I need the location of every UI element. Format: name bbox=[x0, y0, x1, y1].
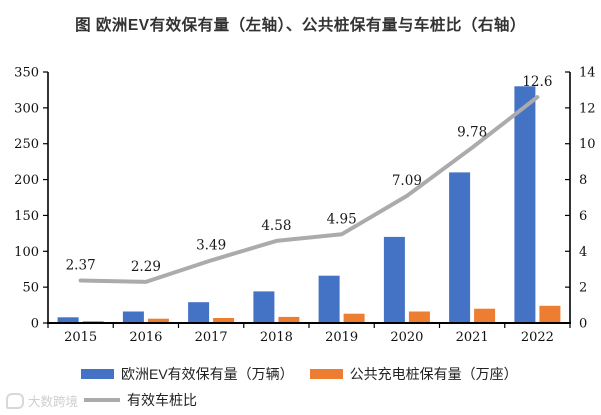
legend-label-ev: 欧洲EV有效保有量（万辆） bbox=[121, 366, 294, 382]
legend-swatch-ev-bar bbox=[81, 369, 114, 379]
svg-text:150: 150 bbox=[14, 209, 39, 224]
watermark-text: 大数跨境 bbox=[28, 395, 79, 409]
chart-title: 图 欧洲EV有效保有量（左轴）、公共桩保有量与车桩比（右轴） bbox=[75, 17, 526, 34]
svg-text:2.29: 2.29 bbox=[131, 259, 161, 275]
svg-text:12: 12 bbox=[579, 101, 596, 116]
svg-text:9.78: 9.78 bbox=[457, 125, 487, 141]
svg-text:2022: 2022 bbox=[521, 330, 554, 345]
svg-text:2021: 2021 bbox=[456, 330, 489, 345]
svg-text:100: 100 bbox=[14, 245, 39, 260]
svg-text:200: 200 bbox=[14, 173, 39, 188]
svg-text:4.58: 4.58 bbox=[261, 218, 291, 234]
svg-text:3.49: 3.49 bbox=[196, 237, 226, 253]
legend-label-pile: 公共充电桩保有量（万座） bbox=[349, 366, 518, 382]
svg-text:2.37: 2.37 bbox=[66, 258, 96, 274]
svg-text:2018: 2018 bbox=[260, 330, 293, 345]
svg-text:14: 14 bbox=[579, 66, 596, 81]
legend-row-1: 欧洲EV有效保有量（万辆） 公共充电桩保有量（万座） bbox=[81, 364, 534, 384]
svg-text:4.95: 4.95 bbox=[327, 211, 357, 227]
legend-swatch-ratio-line bbox=[84, 398, 120, 402]
svg-text:2016: 2016 bbox=[129, 330, 162, 345]
svg-text:12.6: 12.6 bbox=[522, 74, 552, 90]
svg-text:8: 8 bbox=[579, 173, 587, 188]
svg-text:350: 350 bbox=[14, 66, 39, 81]
svg-text:10: 10 bbox=[579, 137, 596, 152]
svg-text:2: 2 bbox=[579, 281, 587, 296]
legend-swatch-pile-bar bbox=[309, 369, 343, 379]
svg-text:0: 0 bbox=[579, 317, 587, 332]
svg-text:2017: 2017 bbox=[195, 330, 228, 345]
svg-text:300: 300 bbox=[14, 101, 39, 116]
svg-text:2015: 2015 bbox=[64, 330, 97, 345]
svg-text:7.09: 7.09 bbox=[392, 173, 422, 189]
svg-text:4: 4 bbox=[579, 245, 587, 260]
legend-row-2: 有效车桩比 bbox=[84, 390, 213, 410]
watermark-logo-icon bbox=[6, 392, 24, 409]
svg-text:50: 50 bbox=[22, 281, 39, 296]
svg-text:2020: 2020 bbox=[390, 330, 423, 345]
svg-text:250: 250 bbox=[14, 137, 39, 152]
svg-text:0: 0 bbox=[31, 317, 39, 332]
svg-text:6: 6 bbox=[579, 209, 587, 224]
svg-text:2019: 2019 bbox=[325, 330, 358, 345]
legend-label-ratio: 有效车桩比 bbox=[127, 392, 197, 408]
watermark: 大数跨境 bbox=[6, 391, 78, 410]
chart-plot-area: 0 50 100 150 200 250 300 350 0 2 4 6 8 10 12 14 2015 2016… bbox=[14, 66, 596, 346]
